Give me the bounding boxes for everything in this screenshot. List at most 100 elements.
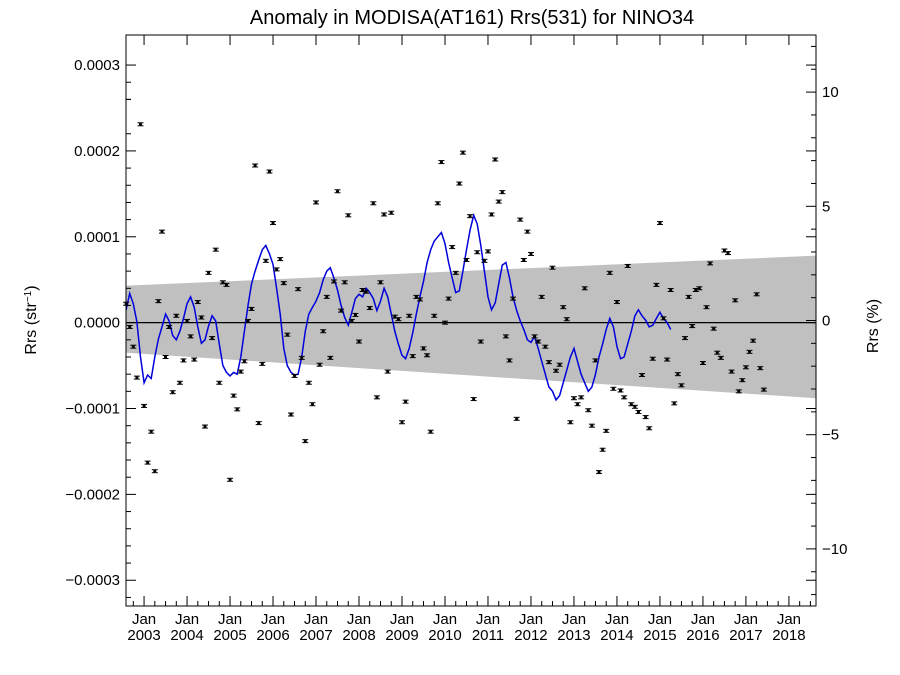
x-tick-month: Jan bbox=[347, 611, 371, 628]
point-marker bbox=[253, 164, 257, 167]
data-point bbox=[366, 306, 373, 311]
data-point bbox=[538, 294, 545, 299]
point-marker bbox=[504, 335, 508, 338]
x-tick-year: 2014 bbox=[600, 627, 633, 644]
data-point bbox=[671, 401, 678, 406]
point-marker bbox=[321, 330, 325, 333]
point-marker bbox=[379, 281, 383, 284]
x-tick-month: Jan bbox=[218, 611, 242, 628]
data-point bbox=[707, 261, 714, 266]
point-marker bbox=[604, 429, 608, 432]
point-marker bbox=[267, 170, 271, 173]
point-marker bbox=[439, 161, 443, 164]
point-marker bbox=[128, 325, 132, 328]
point-marker bbox=[629, 403, 633, 406]
point-marker bbox=[515, 417, 519, 420]
data-point bbox=[728, 369, 735, 374]
data-point bbox=[295, 287, 302, 292]
point-marker bbox=[174, 314, 178, 317]
data-point bbox=[531, 334, 538, 339]
y-axis-left: 0.0003 0.0002 0.0001 0.0000 −0.0001 −0.0002 −0… bbox=[65, 57, 816, 598]
point-marker bbox=[285, 333, 289, 336]
data-point bbox=[556, 362, 563, 367]
data-point bbox=[653, 282, 660, 287]
point-marker bbox=[525, 230, 529, 233]
point-marker bbox=[135, 376, 139, 379]
point-marker bbox=[178, 381, 182, 384]
data-point bbox=[606, 270, 613, 275]
point-marker bbox=[654, 283, 658, 286]
data-point bbox=[244, 318, 251, 323]
point-marker bbox=[310, 403, 314, 406]
point-marker bbox=[762, 388, 766, 391]
point-marker bbox=[181, 359, 185, 362]
point-marker bbox=[289, 413, 293, 416]
data-point bbox=[273, 267, 280, 272]
data-point bbox=[742, 365, 749, 370]
point-marker bbox=[357, 340, 361, 343]
data-point bbox=[685, 294, 692, 299]
data-point bbox=[262, 258, 269, 263]
data-point bbox=[639, 373, 646, 378]
point-marker bbox=[149, 430, 153, 433]
point-marker bbox=[590, 424, 594, 427]
data-point bbox=[409, 354, 416, 359]
point-marker bbox=[683, 337, 687, 340]
point-marker bbox=[733, 299, 737, 302]
data-point bbox=[302, 439, 309, 444]
data-point bbox=[710, 326, 717, 331]
data-point bbox=[520, 257, 527, 262]
point-marker bbox=[275, 268, 279, 271]
data-point bbox=[352, 312, 359, 317]
point-marker bbox=[239, 370, 243, 373]
data-point bbox=[287, 412, 294, 417]
point-marker bbox=[271, 222, 275, 225]
data-point bbox=[560, 305, 567, 310]
data-point bbox=[488, 212, 495, 217]
point-marker bbox=[457, 182, 461, 185]
data-point bbox=[284, 332, 291, 337]
point-marker bbox=[318, 363, 322, 366]
point-marker bbox=[447, 297, 451, 300]
x-tick-year: 2012 bbox=[514, 627, 547, 644]
y-tick-label: 0.0003 bbox=[74, 57, 120, 74]
data-point bbox=[599, 447, 606, 452]
point-marker bbox=[235, 408, 239, 411]
data-point bbox=[406, 313, 413, 318]
point-marker bbox=[468, 215, 472, 218]
y-tick-label: −0.0003 bbox=[65, 572, 120, 589]
data-point bbox=[399, 420, 405, 425]
data-point bbox=[334, 189, 341, 194]
point-marker bbox=[479, 340, 483, 343]
data-point bbox=[402, 399, 409, 404]
smooth-line bbox=[125, 212, 672, 402]
point-marker bbox=[611, 387, 615, 390]
point-marker bbox=[425, 354, 429, 357]
point-marker bbox=[307, 381, 311, 384]
data-point bbox=[223, 282, 230, 287]
point-marker bbox=[687, 295, 691, 298]
point-marker bbox=[411, 355, 415, 358]
data-point bbox=[416, 297, 423, 302]
data-point bbox=[445, 296, 452, 301]
data-point bbox=[667, 288, 674, 293]
point-marker bbox=[615, 301, 619, 304]
point-marker bbox=[264, 259, 268, 262]
data-point bbox=[449, 245, 456, 250]
point-marker bbox=[658, 222, 662, 225]
point-marker bbox=[712, 327, 716, 330]
data-point bbox=[126, 324, 133, 329]
data-point bbox=[553, 368, 560, 373]
x-tick-year: 2003 bbox=[127, 627, 160, 644]
point-marker bbox=[633, 405, 637, 408]
data-point bbox=[563, 317, 570, 322]
point-marker bbox=[300, 356, 304, 359]
data-point bbox=[424, 353, 431, 358]
y-axis-right: 10 5 0 −5 −10 bbox=[806, 45, 847, 596]
data-point bbox=[545, 360, 552, 365]
data-point bbox=[345, 213, 352, 218]
data-point bbox=[717, 355, 724, 360]
data-point bbox=[169, 390, 176, 395]
y2-tick-label: 0 bbox=[822, 313, 830, 330]
point-marker bbox=[332, 280, 336, 283]
